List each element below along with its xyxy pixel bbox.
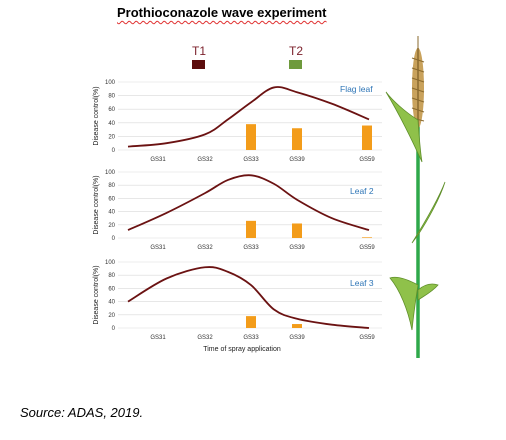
legend-swatch-t1: [192, 60, 205, 69]
y-tick-label: 20: [108, 313, 115, 319]
y-axis-title: Disease control(%): [93, 175, 100, 234]
chart-panel-2: 0 20 40 60 80 100 Disease control(%) GS31 GS32 GS…: [93, 170, 382, 251]
bar-gs59: [362, 125, 372, 150]
x-axis-title: Time of spray application: [203, 346, 281, 353]
figure-title: Prothioconazole wave experiment: [117, 5, 327, 20]
y-tick-label: 100: [105, 260, 116, 266]
bar-gs39: [292, 223, 302, 238]
flag-leaf-icon: [385, 91, 423, 163]
y-tick-label: 80: [108, 273, 115, 279]
y-tick-label: 100: [105, 80, 116, 86]
y-tick-label: 60: [108, 196, 115, 202]
leaf-2-icon: [411, 181, 446, 244]
panel-label: Flag leaf: [340, 84, 373, 94]
bar-gs59: [362, 237, 372, 238]
x-tick-label-gs39: GS39: [289, 157, 305, 163]
panel-label: Leaf 2: [350, 186, 374, 196]
x-tick-label-gs39: GS39: [289, 335, 305, 341]
y-tick-label: 40: [108, 300, 115, 306]
x-tick-label-gs31: GS31: [150, 245, 166, 251]
y-tick-label: 60: [108, 286, 115, 292]
chart-panels: 0 20 40 60 80 100 Disease control(%) GS31 GS32 GS…: [93, 80, 382, 353]
disease-control-curve: [127, 266, 370, 329]
leaf-3b-icon: [417, 283, 439, 301]
x-tick-label-gs39: GS39: [289, 245, 305, 251]
panel-label: Leaf 3: [350, 278, 374, 288]
x-tick-label-gs32: GS32: [197, 335, 213, 341]
x-tick-label-gs31: GS31: [150, 157, 166, 163]
y-tick-label: 40: [108, 210, 115, 216]
y-tick-label: 80: [108, 94, 115, 100]
legend-swatch-t2: [289, 60, 302, 69]
x-tick-label-gs33: GS33: [243, 335, 259, 341]
disease-control-curve: [127, 86, 370, 148]
x-tick-label-gs33: GS33: [243, 245, 259, 251]
bar-gs33: [246, 220, 256, 238]
y-tick-label: 0: [112, 326, 116, 332]
legend: T1 T2: [192, 44, 303, 69]
legend-label-t1: T1: [192, 44, 206, 58]
x-tick-label-gs32: GS32: [197, 245, 213, 251]
wheat-plant-illustration: [385, 36, 446, 358]
y-tick-label: 40: [108, 121, 115, 127]
leaf-3-icon: [389, 276, 419, 331]
x-tick-label-gs59: GS59: [359, 335, 375, 341]
bar-gs33: [246, 124, 256, 150]
bar-gs39: [292, 324, 302, 328]
disease-control-curve: [127, 174, 370, 231]
y-tick-label: 80: [108, 183, 115, 189]
bar-gs33: [246, 316, 256, 328]
chart-panel-3: 0 20 40 60 80 100 Disease control(%) GS31 GS32 GS…: [93, 260, 382, 353]
x-tick-label-gs32: GS32: [197, 157, 213, 163]
chart-panel-1: 0 20 40 60 80 100 Disease control(%) GS31 GS32 GS…: [93, 80, 382, 163]
y-tick-label: 20: [108, 223, 115, 229]
x-tick-label-gs33: GS33: [243, 157, 259, 163]
y-tick-label: 100: [105, 170, 116, 176]
bar-gs39: [292, 128, 302, 150]
x-tick-label-gs59: GS59: [359, 157, 375, 163]
y-tick-label: 60: [108, 107, 115, 113]
y-axis-title: Disease control(%): [93, 265, 100, 324]
x-tick-label-gs31: GS31: [150, 335, 166, 341]
legend-label-t2: T2: [289, 44, 303, 58]
wheat-ear-icon: [411, 36, 425, 128]
x-tick-label-gs59: GS59: [359, 245, 375, 251]
y-axis-title: Disease control(%): [93, 86, 100, 145]
y-tick-label: 20: [108, 134, 115, 140]
y-tick-label: 0: [112, 148, 116, 154]
source-note: Source: ADAS, 2019.: [20, 405, 144, 420]
y-tick-label: 0: [112, 236, 116, 242]
